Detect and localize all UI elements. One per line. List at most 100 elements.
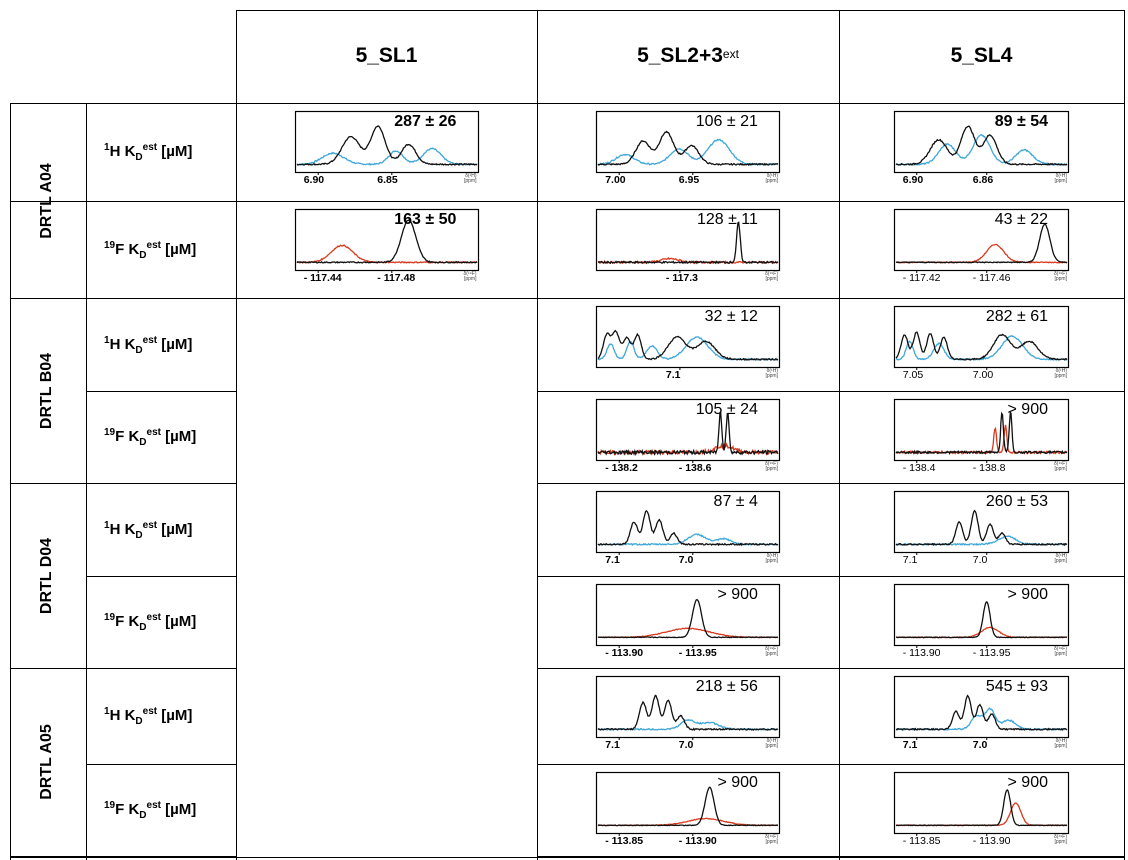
plot-frame <box>893 583 1070 647</box>
axis-unit-label: δ(¹H) <box>766 553 778 559</box>
label-unit: [µM] <box>157 335 193 353</box>
kd-value: 105 ± 24 <box>695 401 758 418</box>
plot-frame <box>595 305 781 369</box>
spectrum-plot <box>893 490 1070 555</box>
spectrum-panel: > 900 - 113.85 - 113.90 δ(¹⁹F) [ppm] <box>893 771 1070 850</box>
spectrum-plot <box>595 583 781 648</box>
plot-frame <box>595 675 781 739</box>
column-header: 5_SL2+3 ext <box>537 10 839 102</box>
spectrum-plot <box>294 110 479 175</box>
label-isotope: 1 <box>104 706 110 717</box>
spectrum-trace-black <box>295 219 477 264</box>
spectrum-trace-blue <box>895 535 1068 546</box>
compound-label: DRTL A05 <box>12 668 82 856</box>
axis-tick-label: 7.00 <box>972 369 994 381</box>
spectrum-trace-blue <box>597 718 779 731</box>
spectrum-panel: 128 ± 11 - 117.3 δ(¹⁹F) [ppm] <box>595 208 781 287</box>
axis-tick-label: - 138.4 <box>902 462 936 474</box>
spectrum-trace-blue <box>895 133 1068 166</box>
axis-unit-label: δ(¹H) <box>1055 173 1067 179</box>
axis-unit-label: [ppm] <box>765 466 778 472</box>
spectrum-trace-black <box>895 125 1068 166</box>
spectrum-plot <box>595 398 781 463</box>
axis-unit-label: [ppm] <box>765 558 778 564</box>
label-superscript: est <box>142 334 158 346</box>
compound-name: DRTL B04 <box>38 352 56 429</box>
axis-tick-label: - 113.90 <box>678 835 717 847</box>
axis-tick-label: 7.1 <box>605 554 620 566</box>
axis-tick-label: - 138.8 <box>972 462 1006 474</box>
axis-unit-label: δ(¹⁹F) <box>765 834 778 840</box>
kd-value: 218 ± 56 <box>695 678 758 695</box>
label-superscript: est <box>146 612 161 623</box>
grid-line <box>236 10 237 860</box>
label-text: H K <box>109 520 136 538</box>
plot-frame <box>595 490 781 554</box>
spectrum-trace-black <box>597 786 778 827</box>
grid-line <box>10 483 236 484</box>
kd-value: 87 ± 4 <box>713 493 758 510</box>
measurement-label: 19F KDest [µM] <box>104 800 234 821</box>
axis-unit-label: [ppm] <box>1054 839 1067 845</box>
spectrum-plot <box>893 398 1070 463</box>
axis-tick-label: - 138.2 <box>605 462 638 474</box>
spectrum-trace-black <box>895 331 1068 361</box>
kd-value: > 900 <box>717 774 758 791</box>
axis-tick-label: 7.0 <box>678 739 694 751</box>
spectrum-panel: 545 ± 93 7.1 7.0 δ(¹H) [ppm] <box>893 675 1070 754</box>
axis-unit-label: [ppm] <box>765 839 778 845</box>
label-isotope: 19 <box>104 239 116 251</box>
label-superscript: est <box>146 239 161 251</box>
axis-tick-label: 7.0 <box>972 739 988 751</box>
axis-tick-label: 7.1 <box>605 739 620 751</box>
measurement-label: 1H KDest [µM] <box>104 142 234 163</box>
grid-line <box>236 10 1124 11</box>
measurement-label: 19F KDest [µM] <box>104 427 234 448</box>
spectrum-trace-black <box>597 411 779 457</box>
spectrum-plot <box>595 675 781 740</box>
spectrum-trace-blue <box>597 138 779 166</box>
grid-line <box>10 103 11 860</box>
kd-value: 287 ± 26 <box>394 113 457 130</box>
measurement-label: 19F KDest [µM] <box>104 612 234 633</box>
label-text: F K <box>115 240 140 258</box>
axis-unit-label: [ppm] <box>1054 558 1067 564</box>
axis-tick-label: 6.85 <box>377 174 398 186</box>
axis-tick-label: - 113.85 <box>902 835 941 847</box>
label-subscript: D <box>139 249 147 261</box>
plot-frame <box>294 208 479 272</box>
spectrum-plot <box>595 208 781 273</box>
axis-unit-label: δ(¹⁹F) <box>765 271 778 277</box>
label-isotope: 1 <box>104 142 110 153</box>
column-header: 5_SL1 <box>236 10 537 102</box>
measurement-label: 19F KDest [µM] <box>104 240 234 261</box>
grid-line <box>10 668 236 669</box>
axis-tick-label: - 117.42 <box>902 272 941 284</box>
plot-frame <box>595 208 781 272</box>
kd-value: 545 ± 93 <box>985 678 1048 695</box>
label-text: F K <box>115 801 140 818</box>
axis-unit-label: δ(¹H) <box>1055 738 1067 744</box>
kd-value: 43 ± 22 <box>994 211 1048 228</box>
compound-name: DRTL D04 <box>38 537 56 614</box>
axis-tick-label: - 117.48 <box>377 272 416 284</box>
kd-value: > 900 <box>1007 586 1048 603</box>
axis-unit-label: δ(¹H) <box>465 173 477 179</box>
grid-line <box>10 298 1124 299</box>
axis-unit-label: δ(¹H) <box>766 738 778 744</box>
axis-unit-label: δ(¹⁹F) <box>463 271 477 277</box>
compound-name: DRTL A05 <box>38 724 56 800</box>
grid-line <box>86 103 87 860</box>
spectrum-trace-black <box>597 329 779 361</box>
axis-unit-label: δ(¹⁹F) <box>1054 646 1067 652</box>
spectrum-plot <box>595 490 781 555</box>
label-superscript: est <box>142 706 158 717</box>
column-title: 5_SL4 <box>950 44 1013 67</box>
measurement-label: 1H KDest [µM] <box>104 335 234 356</box>
axis-tick-label: 6.86 <box>972 174 994 186</box>
plot-frame <box>893 490 1070 554</box>
spectrum-panel: 89 ± 54 6.90 6.86 δ(¹H) [ppm] <box>893 110 1070 189</box>
axis-tick-label: 7.1 <box>902 554 918 566</box>
spectrum-plot <box>893 771 1070 836</box>
spectrum-panel: 106 ± 21 7.00 6.95 δ(¹H) [ppm] <box>595 110 781 189</box>
